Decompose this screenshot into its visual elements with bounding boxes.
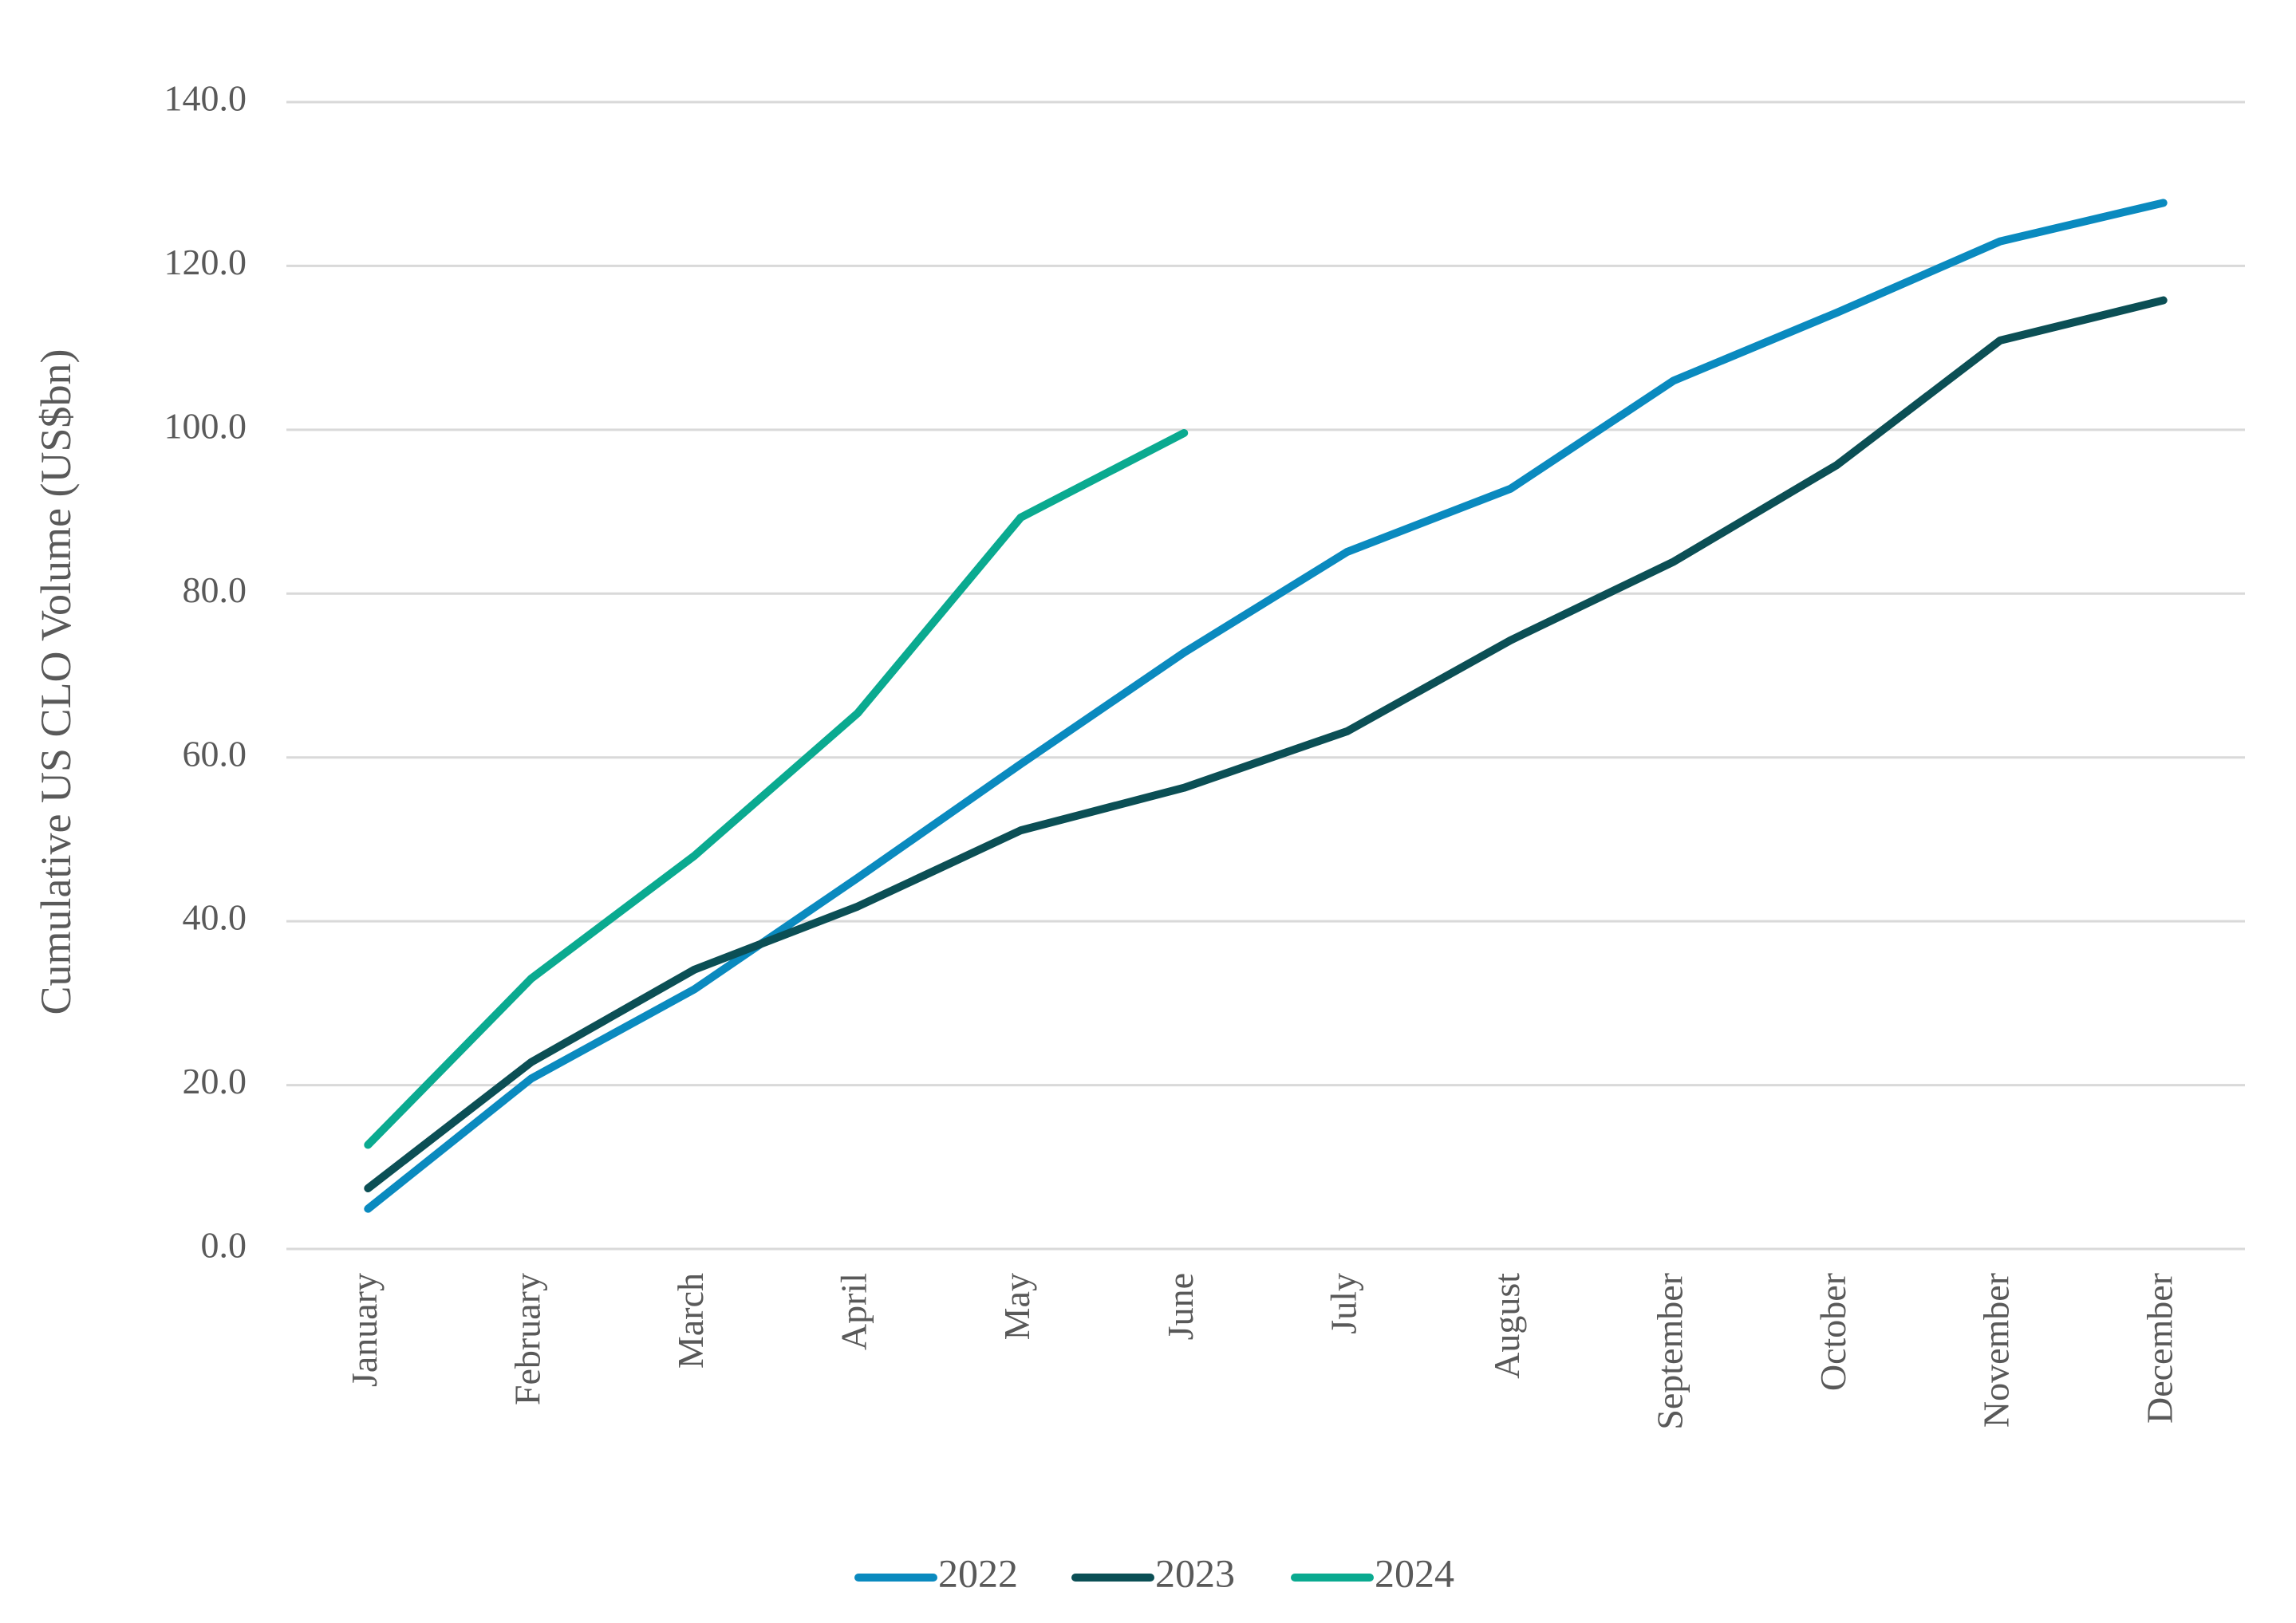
y-tick-label: 140.0 (164, 78, 247, 119)
legend-label: 2024 (1375, 1550, 1454, 1595)
y-tick-label: 80.0 (183, 569, 247, 610)
x-tick-label: August (1486, 1273, 1527, 1379)
x-tick-label: March (670, 1273, 711, 1369)
y-tick-label: 120.0 (164, 242, 247, 282)
legend-label: 2022 (938, 1550, 1018, 1595)
y-tick-label: 60.0 (183, 733, 247, 774)
y-tick-label: 100.0 (164, 405, 247, 446)
x-tick-label: January (344, 1273, 385, 1387)
series-line (364, 296, 2168, 1192)
x-tick-label: September (1650, 1273, 1690, 1430)
y-tick-label: 40.0 (183, 897, 247, 938)
x-tick-label: July (1323, 1273, 1363, 1334)
y-tick-label: 20.0 (183, 1061, 247, 1101)
series-line (364, 428, 1189, 1149)
series-line (364, 199, 2168, 1213)
legend-label: 2023 (1155, 1550, 1235, 1595)
y-tick-label: 0.0 (201, 1225, 247, 1266)
x-tick-label: June (1160, 1273, 1201, 1340)
x-tick-label: November (1976, 1273, 2017, 1428)
x-tick-label: April (834, 1273, 874, 1350)
x-tick-label: October (1813, 1273, 1853, 1391)
y-axis-title: Cumulative US CLO Volume (US$bn) (32, 349, 80, 1014)
x-tick-label: December (2139, 1273, 2180, 1424)
x-tick-label: February (507, 1273, 547, 1405)
x-tick-label: May (996, 1273, 1037, 1340)
